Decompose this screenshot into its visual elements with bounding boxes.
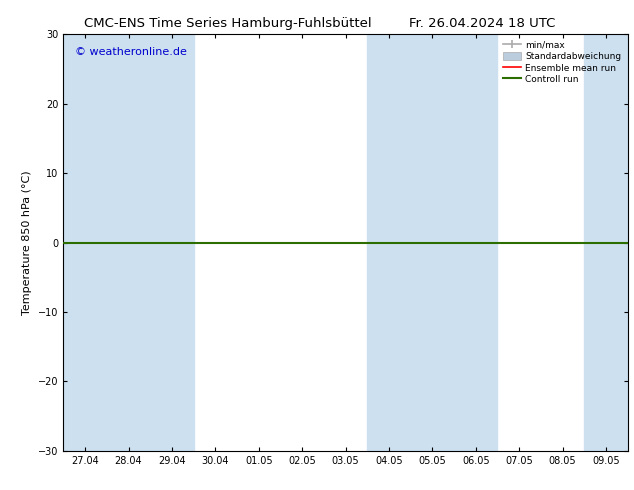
Bar — [150, 34, 193, 451]
Bar — [454, 34, 498, 451]
Bar — [367, 34, 411, 451]
Bar — [107, 34, 150, 451]
Bar — [411, 34, 454, 451]
Text: © weatheronline.de: © weatheronline.de — [75, 47, 186, 57]
Text: Fr. 26.04.2024 18 UTC: Fr. 26.04.2024 18 UTC — [409, 17, 555, 30]
Bar — [585, 34, 628, 451]
Title: CMC-ENS Time Series Hamburg-Fuhlsbüttel     Fr. 26.04.2024 18 UTC: CMC-ENS Time Series Hamburg-Fuhlsbüttel … — [0, 489, 1, 490]
Text: CMC-ENS Time Series Hamburg-Fuhlsbüttel: CMC-ENS Time Series Hamburg-Fuhlsbüttel — [84, 17, 372, 30]
Y-axis label: Temperature 850 hPa (°C): Temperature 850 hPa (°C) — [22, 170, 32, 315]
Legend: min/max, Standardabweichung, Ensemble mean run, Controll run: min/max, Standardabweichung, Ensemble me… — [501, 39, 623, 86]
Bar — [63, 34, 107, 451]
